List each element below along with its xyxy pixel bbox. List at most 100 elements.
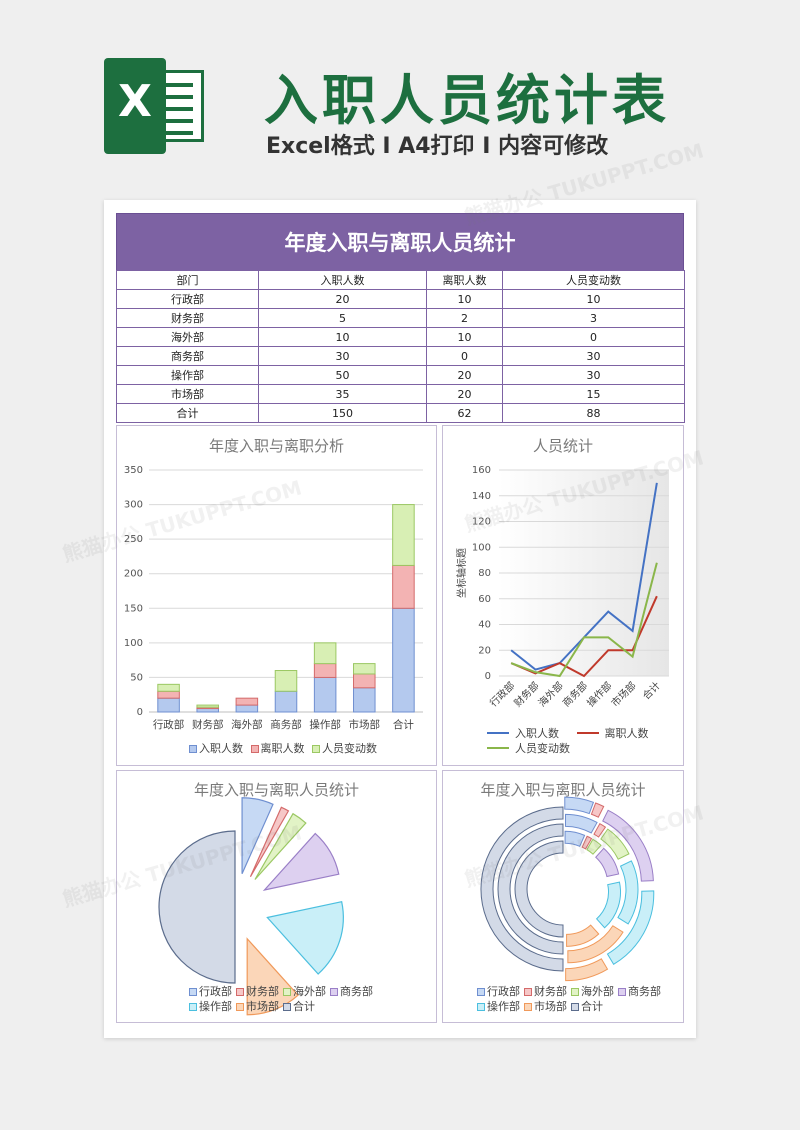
doughnut-segment	[586, 838, 602, 855]
pie-slice	[249, 806, 290, 878]
legend-swatch	[618, 988, 626, 996]
x-tick-label: 合计	[640, 679, 663, 702]
value-cell: 20	[258, 289, 427, 309]
legend-swatch	[236, 988, 244, 996]
doughnut-segment	[595, 881, 621, 929]
value-cell: 20	[426, 384, 503, 404]
x-tick-label: 商务部	[560, 679, 590, 709]
stacked-bar-chart: 0 50 100 150 200 250 300 350 行政部 财务部 海外部 商务部 操作部 市场部合…	[124, 465, 423, 731]
table-row: 市场部 35 20 15	[116, 384, 685, 404]
bar-segment	[313, 642, 337, 665]
chart-title: 年度入职与离职分析	[208, 437, 344, 455]
legend-label: 海外部	[581, 985, 614, 998]
chart-title: 人员统计	[532, 437, 593, 455]
department-cell: 操作部	[116, 365, 259, 385]
doughnut-segment	[595, 847, 620, 878]
y-tick-label: 0	[137, 707, 143, 718]
value-cell: 0	[502, 327, 685, 347]
value-cell: 30	[502, 346, 685, 366]
department-cell: 海外部	[116, 327, 259, 347]
y-tick-label: 300	[124, 500, 143, 511]
value-cell: 30	[502, 365, 685, 385]
column-header: 入职人数	[258, 270, 427, 290]
pie-slice	[241, 797, 274, 874]
legend-label: 入职人数	[515, 727, 559, 740]
legend-item: 离职人数	[576, 725, 649, 741]
doughnut-segment	[593, 823, 607, 838]
y-tick-label: 50	[130, 672, 143, 683]
legend-label: 离职人数	[260, 742, 305, 755]
bar-segment	[392, 564, 415, 609]
legend-swatch	[477, 1003, 485, 1011]
table-row: 商务部 30 0 30	[116, 346, 685, 366]
y-tick-label: 250	[124, 534, 143, 545]
excel-logo-icon: X	[104, 58, 204, 154]
value-cell: 10	[426, 327, 503, 347]
legend-item: 人员变动数	[487, 740, 570, 756]
bar-segment	[392, 504, 415, 566]
legend-item: 市场部	[236, 998, 279, 1014]
legend-swatch	[312, 745, 320, 753]
value-cell: 3	[502, 308, 685, 328]
legend-item: 合计	[571, 998, 603, 1014]
x-tick-label: 行政部	[153, 718, 185, 731]
legend-label: 财务部	[534, 985, 567, 998]
y-tick-label: 100	[124, 638, 143, 649]
y-tick-label: 140	[472, 491, 491, 502]
doughnut-segment	[564, 796, 595, 815]
table-row: 财务部 5 2 3	[116, 308, 685, 328]
bar-segment	[157, 697, 180, 713]
legend-item: 商务部	[618, 983, 661, 999]
y-tick-label: 150	[124, 603, 143, 614]
doughnut-segment	[567, 925, 624, 964]
legend-label: 商务部	[628, 985, 661, 998]
page-title: 入职人员统计表	[264, 69, 670, 132]
department-cell: 商务部	[116, 346, 259, 366]
doughnut-segment	[617, 860, 639, 925]
doughnut-segment	[514, 840, 564, 938]
legend-line	[487, 732, 509, 734]
legend-line	[487, 747, 509, 749]
y-tick-label: 120	[472, 517, 491, 528]
doughnut-segment	[564, 830, 586, 847]
legend-item: 行政部	[189, 983, 232, 999]
y-tick-label: 60	[478, 594, 491, 605]
bar-segment	[157, 690, 180, 699]
doughnut-chart	[480, 796, 655, 982]
legend-swatch	[477, 988, 485, 996]
statistics-table: 部门 入职人数 离职人数 人员变动数 行政部 20 10 10 财务部 5 2 3 海外部 10 1…	[116, 270, 685, 423]
doughnut-segment	[497, 823, 564, 955]
column-header: 离职人数	[426, 270, 503, 290]
pie-slice	[262, 832, 340, 891]
legend-label: 离职人数	[604, 727, 649, 740]
legend-label: 操作部	[199, 1000, 232, 1013]
value-cell: 35	[258, 384, 427, 404]
pie-slice	[158, 830, 236, 984]
y-tick-label: 80	[478, 568, 491, 579]
x-tick-label: 海外部	[231, 718, 263, 731]
page-subtitle: Excel格式 Ⅰ A4打印 Ⅰ 内容可修改	[266, 134, 609, 159]
doughnut-chart-panel: 年度入职与离职人员统计 行政部 财务部 海外部 商务部 操作部 市场部 合计	[442, 770, 684, 1023]
chart-title: 年度入职与离职人员统计	[193, 781, 359, 799]
chart-title: 年度入职与离职人员统计	[480, 781, 646, 799]
legend-row: 行政部 财务部 海外部 商务部	[477, 983, 665, 998]
department-cell: 市场部	[116, 384, 259, 404]
pie-slice	[254, 812, 307, 880]
legend-item: 操作部	[189, 998, 232, 1014]
bar-segment	[274, 670, 298, 692]
x-tick-label: 财务部	[192, 718, 224, 731]
doughnut-segment	[565, 813, 598, 834]
column-header: 人员变动数	[502, 270, 685, 290]
legend-item: 财务部	[236, 983, 279, 999]
legend-swatch	[189, 988, 197, 996]
series-line	[510, 595, 658, 678]
bar-segment	[157, 683, 180, 692]
table-row: 合计 150 62 88	[116, 403, 685, 423]
line-chart-panel: 人员统计 0 20 40 60 80 100 120 140 160 坐标轴标题 行政部 财务部 海外部…	[442, 425, 684, 766]
doughnut-segment	[606, 890, 655, 965]
legend-label: 人员变动数	[322, 742, 377, 755]
value-cell: 62	[426, 403, 503, 423]
legend-item: 合计	[283, 998, 315, 1014]
legend-item: 市场部	[524, 998, 567, 1014]
table-title: 年度入职与离职人员统计	[116, 213, 684, 271]
